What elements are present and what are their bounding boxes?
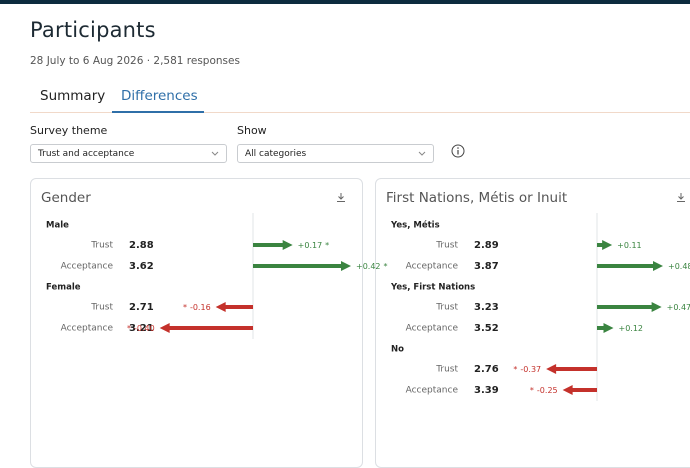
row-label: Acceptance (61, 262, 114, 272)
difference-value: +0.48 (668, 262, 690, 271)
difference-label: +0.11 (617, 241, 642, 250)
difference-value: +0.42 (356, 262, 381, 271)
difference-arrow (253, 240, 293, 250)
score: 2.76 (474, 364, 499, 375)
score: 2.88 (129, 240, 154, 251)
difference-arrow (159, 323, 253, 333)
difference-arrow (597, 323, 614, 333)
download-icon[interactable] (677, 193, 685, 202)
difference-arrow (215, 302, 253, 312)
difference-label: +0.42 * (356, 262, 388, 271)
filter-label: Show (237, 124, 267, 137)
page-subtitle: 28 July to 6 Aug 2026 · 2,581 responses (30, 55, 240, 67)
significance-mark: * (513, 365, 517, 374)
difference-value: +0.17 (298, 241, 323, 250)
score: 3.23 (474, 302, 499, 313)
difference-label: +0.12 (619, 324, 644, 333)
row-label: Trust (90, 241, 113, 251)
difference-value: -0.25 (537, 386, 558, 395)
score: 3.39 (474, 385, 499, 396)
score: 3.21 (129, 323, 154, 334)
group-name: Male (46, 221, 69, 231)
download-glyph (677, 193, 685, 202)
tab[interactable]: Summary (40, 88, 106, 104)
download-glyph (337, 193, 345, 202)
chevron (211, 151, 219, 156)
difference-value: +0.47 (667, 303, 690, 312)
active-tab-underline (112, 111, 204, 113)
difference-arrow (562, 385, 597, 395)
difference-value: +0.11 (617, 241, 642, 250)
download-icon[interactable] (337, 193, 345, 202)
dropdown[interactable]: All categories (237, 144, 434, 163)
card-title: Gender (41, 190, 91, 206)
tab-rule (30, 112, 690, 113)
difference-arrow (253, 261, 351, 271)
difference-label: * -0.25 (530, 386, 558, 395)
significance-mark: * (530, 386, 534, 395)
difference-value: +0.12 (619, 324, 644, 333)
score: 2.71 (129, 302, 154, 313)
row-label: Acceptance (61, 324, 114, 334)
row-label: Trust (435, 303, 458, 313)
page-title: Participants (30, 18, 156, 42)
row-label: Acceptance (406, 386, 459, 396)
difference-arrow (597, 302, 662, 312)
top-bar (0, 0, 690, 4)
group-name: Yes, Métis (390, 220, 440, 231)
row-label: Acceptance (406, 262, 459, 272)
difference-arrow (546, 364, 597, 374)
score: 3.62 (129, 261, 154, 272)
group-name: Yes, First Nations (390, 283, 475, 293)
difference-arrow (597, 240, 613, 250)
difference-label: * -0.37 (513, 365, 541, 374)
dropdown-value: Trust and acceptance (38, 149, 135, 159)
difference-label: * -0.16 (183, 303, 211, 312)
dropdown[interactable]: Trust and acceptance (30, 144, 227, 163)
difference-value: -0.40 (134, 324, 155, 333)
difference-value: -0.16 (190, 303, 211, 312)
row-label: Trust (435, 365, 458, 375)
info-icon[interactable] (451, 144, 465, 158)
group-name: Female (46, 283, 81, 293)
difference-value: -0.37 (520, 365, 541, 374)
score: 3.52 (474, 323, 499, 334)
significance-mark: * (127, 324, 131, 333)
significance-mark: * (384, 262, 388, 271)
row-label: Acceptance (406, 324, 459, 334)
difference-arrow (597, 261, 663, 271)
dropdown-value: All categories (245, 149, 307, 159)
row-label: Trust (435, 241, 458, 251)
significance-mark: * (325, 241, 329, 250)
score: 3.87 (474, 261, 499, 272)
card-title: First Nations, Métis or Inuit (386, 190, 567, 206)
tab[interactable]: Differences (121, 88, 198, 104)
difference-label: +0.48 (668, 262, 690, 271)
chevron (418, 151, 426, 156)
row-label: Trust (90, 303, 113, 313)
group-name: No (391, 345, 404, 355)
significance-mark: * (183, 303, 187, 312)
filter-label: Survey theme (30, 124, 108, 137)
score: 2.89 (474, 240, 499, 251)
difference-label: +0.47 (667, 303, 690, 312)
difference-label: * -0.40 (127, 324, 155, 333)
difference-label: +0.17 * (298, 241, 330, 250)
